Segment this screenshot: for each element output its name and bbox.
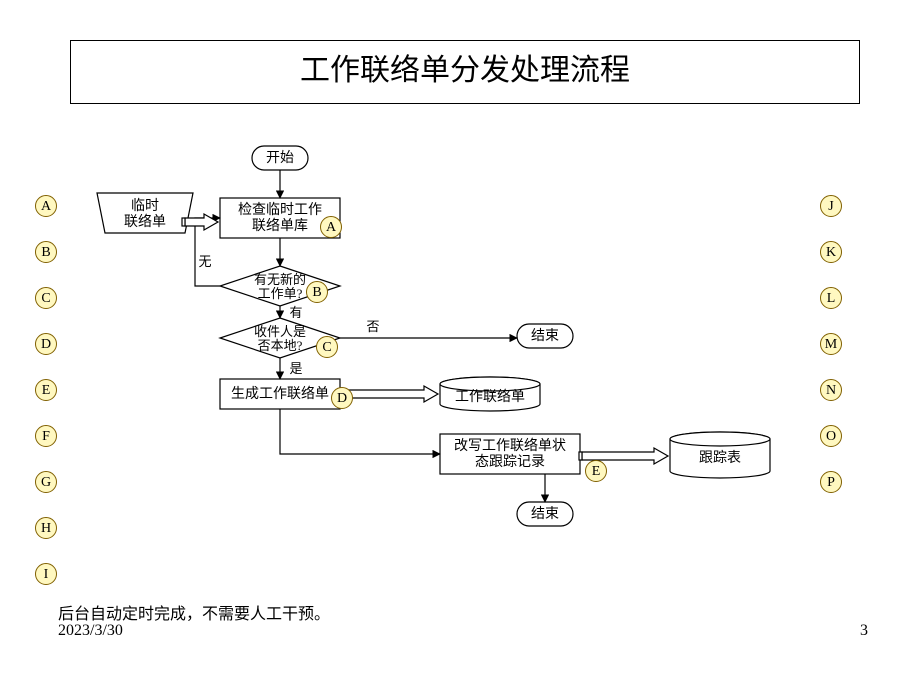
svg-text:改写工作联络单状: 改写工作联络单状 (454, 438, 566, 454)
svg-text:有无新的: 有无新的 (254, 272, 306, 287)
marker-inline-E: E (585, 460, 607, 482)
marker-inline-A: A (320, 216, 342, 238)
marker-right-O: O (820, 425, 842, 447)
marker-right-M: M (820, 333, 842, 355)
svg-text:临时: 临时 (131, 198, 159, 214)
svg-text:结束: 结束 (531, 506, 559, 522)
svg-text:是: 是 (289, 361, 302, 376)
flowchart-svg: 开始临时联络单 检查临时工作联络单库有无新的工作单? 收件人是否本地? 生成工作联络单… (0, 0, 920, 690)
svg-text:结束: 结束 (531, 328, 559, 344)
marker-inline-D: D (331, 387, 353, 409)
svg-text:跟踪表: 跟踪表 (699, 450, 741, 466)
svg-text:工作单?: 工作单? (258, 286, 303, 301)
svg-text:否: 否 (366, 319, 379, 334)
svg-text:检查临时工作: 检查临时工作 (238, 202, 322, 218)
marker-left-C: C (35, 287, 57, 309)
svg-text:态跟踪记录: 态跟踪记录 (475, 454, 545, 470)
svg-text:有: 有 (289, 305, 302, 320)
marker-left-H: H (35, 517, 57, 539)
marker-left-E: E (35, 379, 57, 401)
svg-text:工作联络单: 工作联络单 (455, 389, 525, 405)
marker-left-I: I (35, 563, 57, 585)
svg-text:无: 无 (198, 254, 211, 269)
marker-left-A: A (35, 195, 57, 217)
marker-right-P: P (820, 471, 842, 493)
marker-left-F: F (35, 425, 57, 447)
marker-right-K: K (820, 241, 842, 263)
marker-right-L: L (820, 287, 842, 309)
marker-right-J: J (820, 195, 842, 217)
marker-left-B: B (35, 241, 57, 263)
svg-text:否本地?: 否本地? (258, 338, 303, 353)
svg-text:收件人是: 收件人是 (254, 324, 306, 339)
marker-left-G: G (35, 471, 57, 493)
svg-text:开始: 开始 (266, 150, 294, 166)
marker-inline-B: B (306, 281, 328, 303)
marker-right-N: N (820, 379, 842, 401)
marker-left-D: D (35, 333, 57, 355)
svg-text:联络单: 联络单 (124, 214, 166, 230)
marker-inline-C: C (316, 336, 338, 358)
svg-text:联络单库: 联络单库 (252, 218, 308, 234)
svg-text:生成工作联络单: 生成工作联络单 (231, 386, 329, 402)
